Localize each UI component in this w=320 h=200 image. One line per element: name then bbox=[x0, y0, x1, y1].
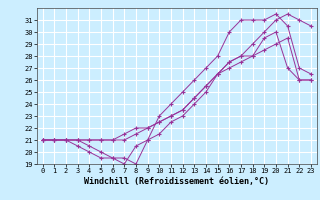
X-axis label: Windchill (Refroidissement éolien,°C): Windchill (Refroidissement éolien,°C) bbox=[84, 177, 269, 186]
